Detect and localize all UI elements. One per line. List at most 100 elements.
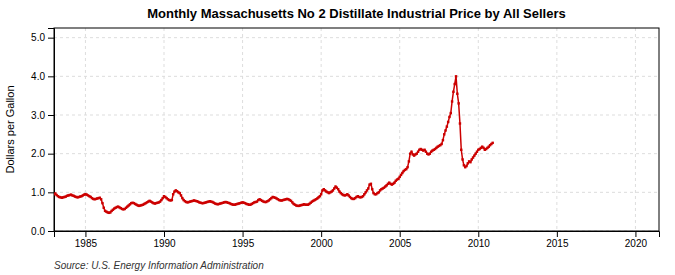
y-tick: 1.0 <box>31 187 54 198</box>
marker <box>440 143 442 145</box>
marker <box>452 91 454 93</box>
tick-label: 3.0 <box>31 110 45 121</box>
grid-line-y <box>54 153 659 154</box>
marker <box>442 139 444 141</box>
tick-mark <box>48 38 54 39</box>
marker <box>457 102 459 104</box>
x-tick: 1985 <box>75 231 98 249</box>
marker <box>453 83 455 85</box>
marker <box>406 166 408 168</box>
axis-domain <box>48 29 55 232</box>
grid-line-x <box>399 28 400 231</box>
y-axis-title: Dollars per Gallon <box>4 85 16 173</box>
tick-mark <box>48 231 54 232</box>
marker <box>451 100 453 102</box>
marker <box>444 129 446 131</box>
marker <box>100 198 102 200</box>
marker <box>456 93 458 95</box>
x-tick: 2005 <box>389 231 412 249</box>
tick-label: 2015 <box>546 238 569 249</box>
tick-label: 2020 <box>625 238 648 249</box>
plot-area <box>54 75 494 214</box>
tick-mark <box>400 231 401 237</box>
tick-mark <box>164 231 165 237</box>
x-tick: 2015 <box>546 231 569 249</box>
marker <box>180 194 182 196</box>
grid-line-y <box>54 76 659 77</box>
grid-line-x <box>242 28 243 231</box>
x-tick: 2010 <box>468 231 491 249</box>
marker <box>491 142 493 144</box>
tick-mark <box>85 231 86 237</box>
grid-line-x <box>85 28 86 231</box>
chart: 1985 1990 1995 2000 2005 2010 2015 2020 0.0 1.0 2.… <box>0 0 675 275</box>
x-tick: 2000 <box>311 231 334 249</box>
marker <box>465 165 467 167</box>
y-axis: 0.0 1.0 2.0 3.0 4.0 5.0 <box>31 29 54 237</box>
x-axis: 1985 1990 1995 2000 2005 2010 2015 2020 <box>55 231 660 249</box>
y-tick: 0.0 <box>31 226 54 237</box>
grid-line-x <box>556 28 557 231</box>
title: Monthly Massachusetts No 2 Distillate In… <box>147 6 566 21</box>
marker <box>450 112 452 114</box>
marker <box>371 188 373 190</box>
grid-line-y <box>54 37 659 38</box>
y-tick: 3.0 <box>31 110 54 121</box>
grid-line-x <box>635 28 636 231</box>
tick-label: 4.0 <box>31 71 45 82</box>
axis-domain <box>55 232 660 238</box>
marker <box>410 151 412 153</box>
marker <box>178 192 180 194</box>
tick-mark <box>48 115 54 116</box>
marker <box>446 125 448 127</box>
grid <box>54 28 659 231</box>
grid-line-y <box>54 192 659 193</box>
tick-label: 5.0 <box>31 32 45 43</box>
tick-label: 1990 <box>153 238 176 249</box>
tick-mark <box>243 231 244 237</box>
y-tick: 4.0 <box>31 71 54 82</box>
tick-label: 2000 <box>311 238 334 249</box>
marker <box>370 183 372 185</box>
marker <box>448 116 450 118</box>
tick-mark <box>635 231 636 237</box>
tick-label: 1995 <box>232 238 255 249</box>
tick-label: 1.0 <box>31 187 45 198</box>
marker <box>408 160 410 162</box>
tick-label: 2010 <box>468 238 491 249</box>
marker <box>443 133 445 135</box>
marker <box>447 121 449 123</box>
line <box>54 76 493 212</box>
plot-frame <box>54 28 659 231</box>
tick-mark <box>48 154 54 155</box>
marker <box>460 149 462 151</box>
tick-label: 1985 <box>75 238 98 249</box>
tick-mark <box>557 231 558 237</box>
marker <box>337 188 339 190</box>
tick-mark <box>478 231 479 237</box>
tick-mark <box>48 192 54 193</box>
marker <box>455 75 457 77</box>
grid-line-x <box>164 28 165 231</box>
y-tick: 2.0 <box>31 148 54 159</box>
tick-label: 2005 <box>389 238 412 249</box>
x-tick: 2020 <box>625 231 648 249</box>
marker <box>461 158 463 160</box>
x-tick: 1995 <box>232 231 255 249</box>
x-tick: 1990 <box>153 231 176 249</box>
marker <box>101 202 103 204</box>
marker <box>459 122 461 124</box>
tick-label: 0.0 <box>31 226 45 237</box>
marker <box>320 193 322 195</box>
grid-line-x <box>478 28 479 231</box>
marker <box>367 187 369 189</box>
marker <box>469 161 471 163</box>
tick-mark <box>48 76 54 77</box>
grid-line-x <box>321 28 322 231</box>
annotation: Source: U.S. Energy Information Administ… <box>54 260 264 271</box>
tick-mark <box>321 231 322 237</box>
grid-line-y <box>54 115 659 116</box>
y-tick: 5.0 <box>31 32 54 43</box>
tick-label: 2.0 <box>31 148 45 159</box>
marker <box>103 207 105 209</box>
